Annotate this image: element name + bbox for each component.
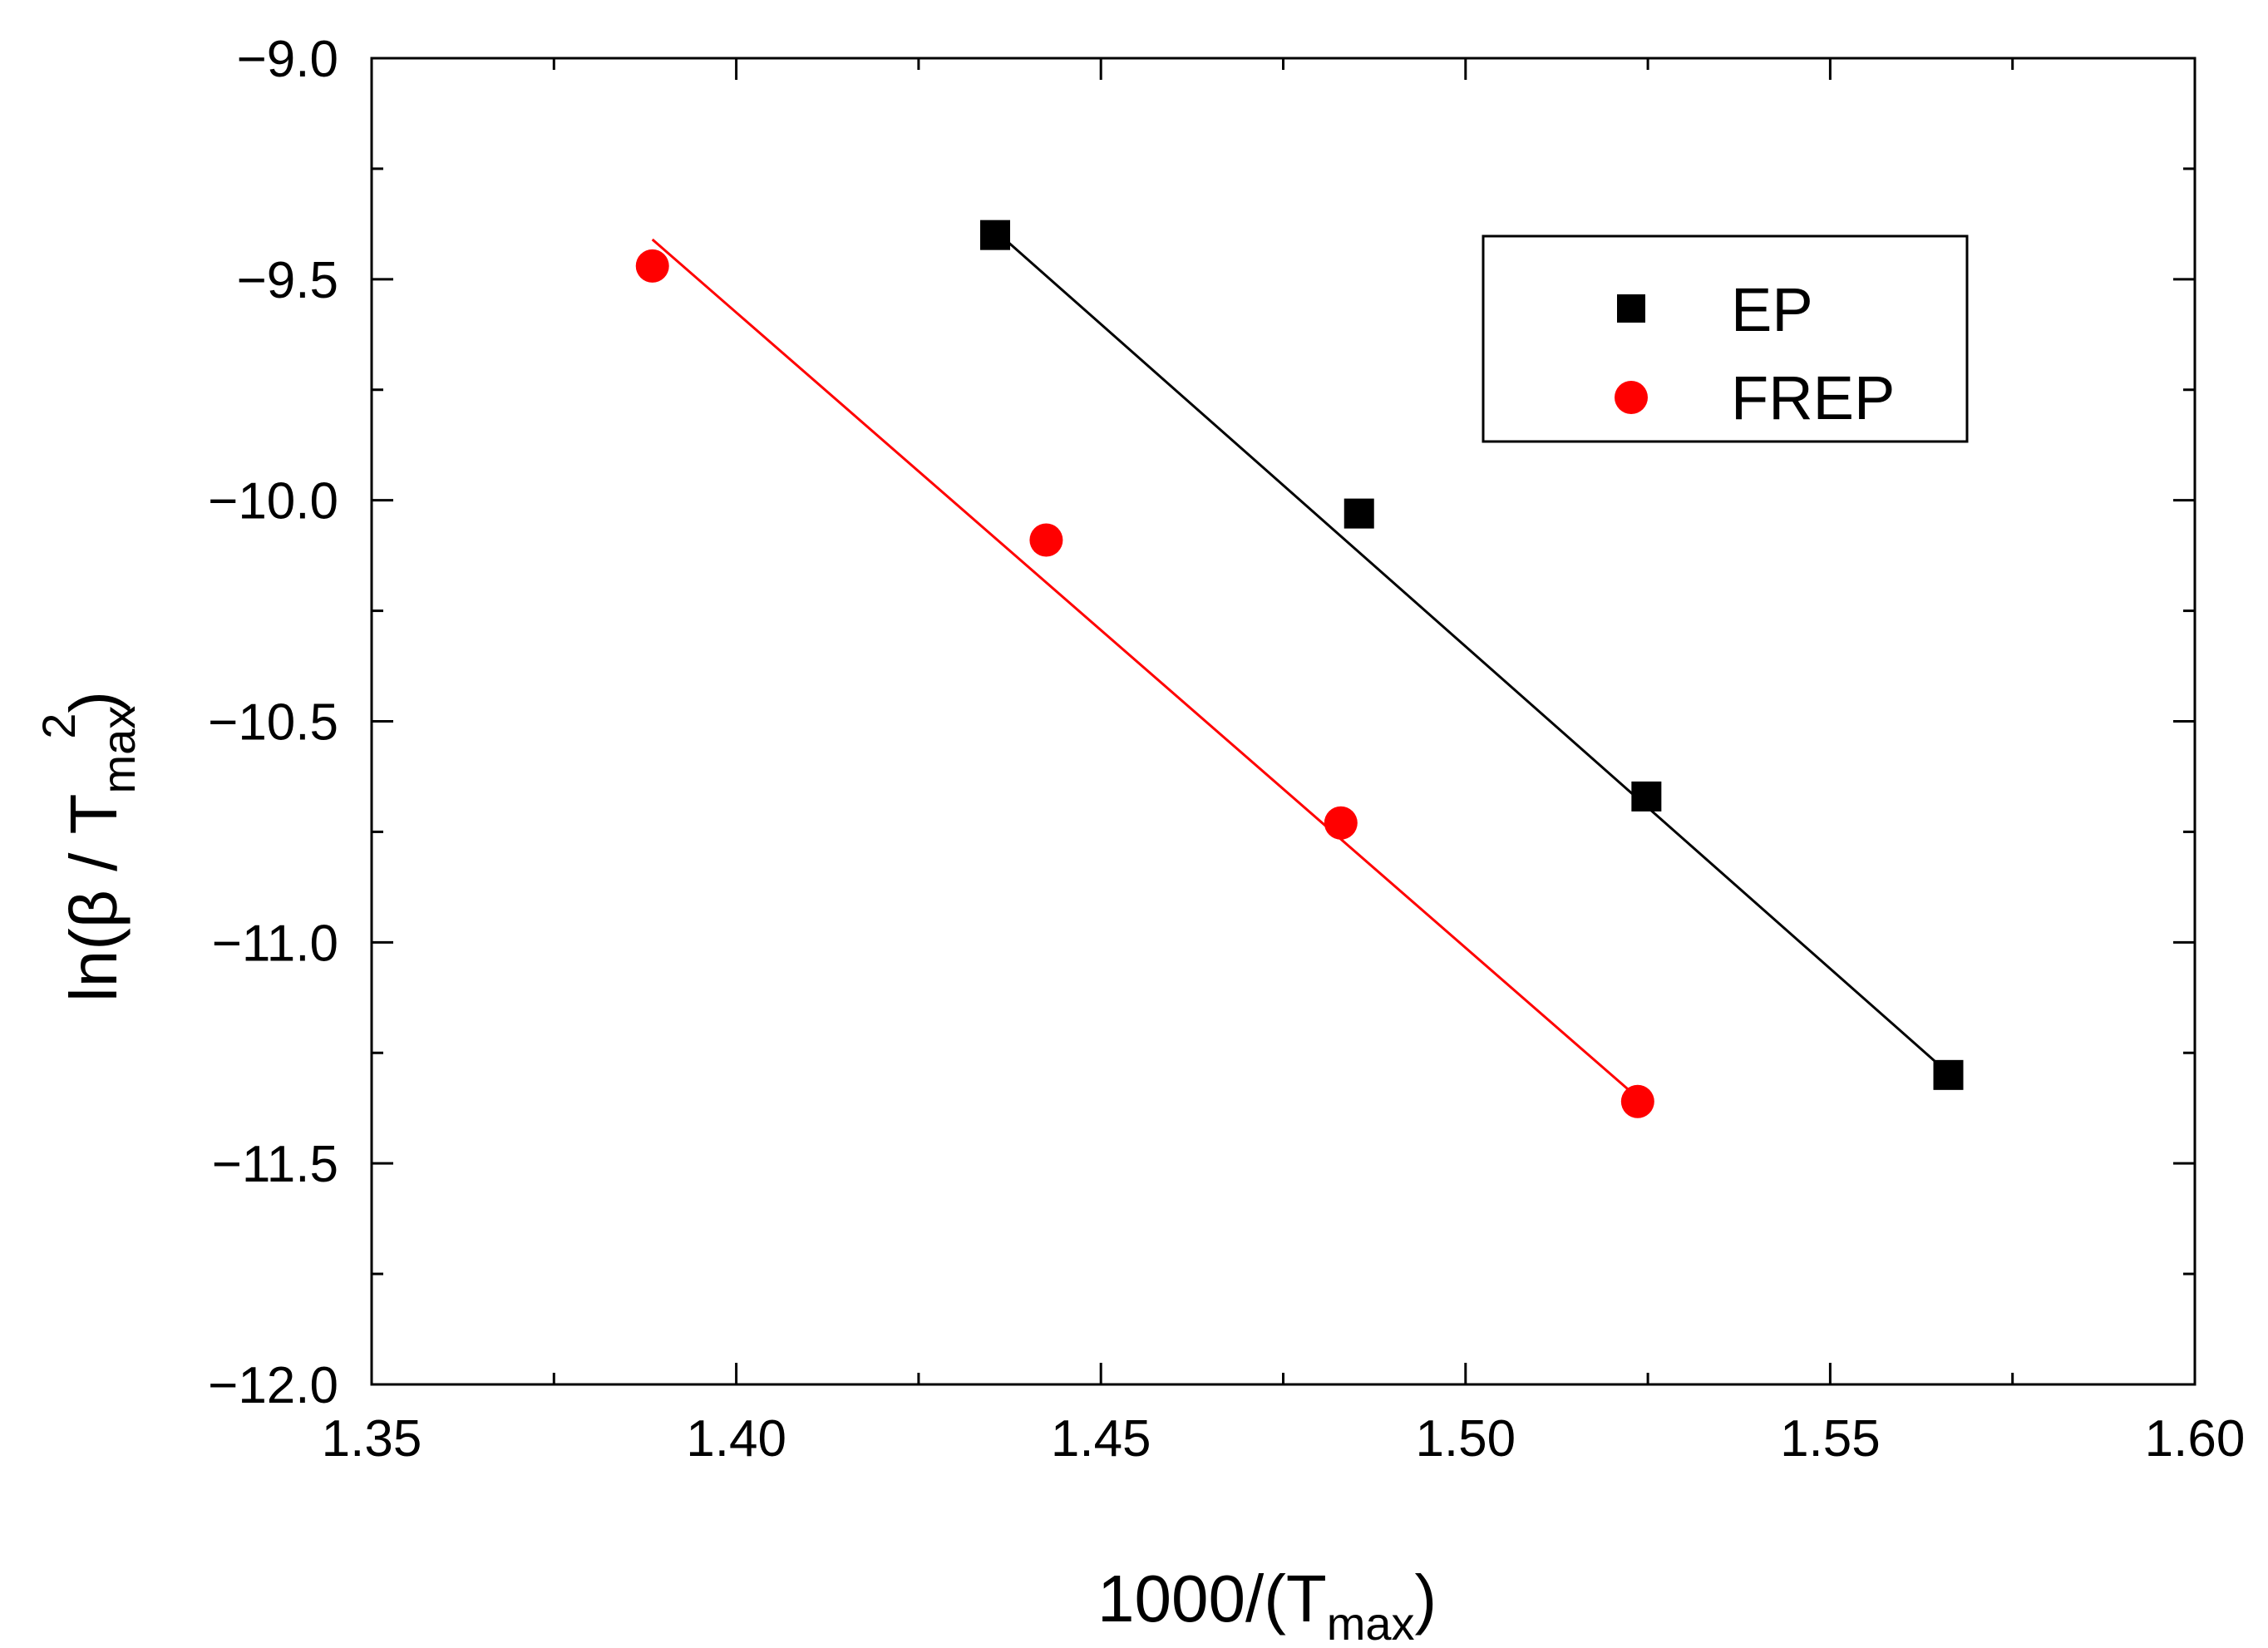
point-frep bbox=[1620, 1084, 1654, 1118]
y-axis-title-sup: 2 bbox=[32, 713, 85, 739]
legend-label-ep: EP bbox=[1731, 275, 1813, 344]
legend: EP FREP bbox=[1482, 234, 1969, 443]
y-tick-label: −9.5 bbox=[237, 252, 338, 309]
axis-ticks bbox=[370, 57, 2197, 1386]
y-tick-label: −9.0 bbox=[237, 31, 338, 88]
y-tick-label: −12.0 bbox=[208, 1357, 338, 1414]
x-tick-label: 1.55 bbox=[1780, 1410, 1881, 1468]
point-frep bbox=[1029, 523, 1063, 557]
legend-label-frep: FREP bbox=[1731, 363, 1895, 432]
x-axis-title-tail: ) bbox=[1415, 1562, 1437, 1636]
y-axis-title-main: ln(β / T bbox=[57, 794, 131, 1002]
fit-lines bbox=[651, 225, 1946, 1098]
y-tick-label: −10.0 bbox=[208, 473, 338, 530]
x-tick-label: 1.45 bbox=[1051, 1410, 1151, 1468]
legend-marker-frep bbox=[1615, 381, 1648, 414]
data-markers bbox=[635, 220, 1964, 1118]
y-axis-title: ln(β / Tmax 2) bbox=[32, 691, 145, 1002]
legend-marker-ep bbox=[1617, 294, 1645, 323]
x-tick-label: 1.40 bbox=[686, 1410, 786, 1468]
legend-box bbox=[1482, 234, 1969, 443]
x-tick-label: 1.50 bbox=[1415, 1410, 1516, 1468]
point-ep bbox=[1933, 1059, 1964, 1090]
y-tick-label: −10.5 bbox=[208, 694, 338, 752]
point-frep bbox=[635, 249, 669, 283]
point-ep bbox=[980, 220, 1011, 250]
y-tick-label: −11.5 bbox=[212, 1136, 338, 1193]
point-ep bbox=[1631, 781, 1662, 812]
tick-labels: 1.35 1.40 1.45 1.50 1.55 1.60 −9.0 −9.5 −10.0 −10… bbox=[208, 31, 2245, 1468]
x-tick-label: 1.60 bbox=[2145, 1410, 2246, 1468]
x-tick-label: 1.35 bbox=[322, 1410, 422, 1468]
x-axis-title-sub: max bbox=[1327, 1597, 1415, 1648]
y-axis-title-tail: ) bbox=[57, 691, 131, 713]
x-axis-title: 1000/(Tmax) bbox=[1097, 1562, 1437, 1648]
fit-line-ep bbox=[989, 225, 1946, 1072]
point-ep bbox=[1344, 498, 1374, 529]
y-axis-title-sub: max bbox=[92, 706, 145, 794]
point-frep bbox=[1324, 806, 1358, 840]
x-axis-title-main: 1000/(T bbox=[1097, 1562, 1327, 1636]
y-tick-label: −11.0 bbox=[212, 915, 338, 972]
fit-line-frep bbox=[651, 238, 1638, 1098]
